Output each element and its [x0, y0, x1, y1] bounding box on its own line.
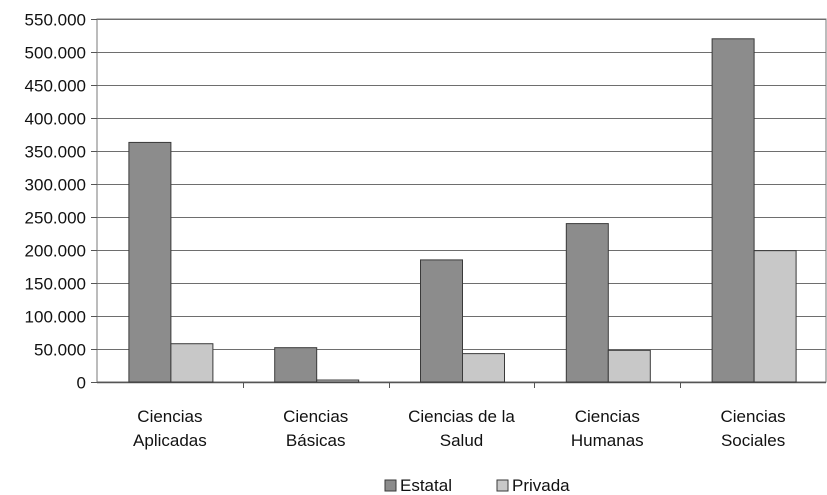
bar-privada [753, 250, 797, 383]
x-tick-label-line: Salud [440, 431, 483, 450]
y-tick-label: 400.000 [25, 110, 86, 129]
y-tick-label: 550.000 [25, 11, 86, 30]
x-tick-label-line: Humanas [571, 431, 644, 450]
x-tick-label: Ciencias Básicas [283, 407, 348, 450]
x-tick-label-line: Básicas [286, 431, 346, 450]
bar-estatal [565, 223, 609, 383]
legend-label-privada: Privada [512, 476, 570, 495]
y-tick-label: 250.000 [25, 209, 86, 228]
x-tick-label-line: Ciencias [720, 407, 785, 426]
y-tick-label: 50.000 [34, 341, 86, 360]
x-tick-label-line: Sociales [721, 431, 785, 450]
legend: Estatal Privada [384, 476, 570, 495]
y-tick-label: 500.000 [25, 44, 86, 63]
y-axis: 0 50.000 100.000 150.000 200.000 250.000 300.0… [25, 11, 97, 393]
y-tick-label: 450.000 [25, 77, 86, 96]
y-tick-label: 350.000 [25, 143, 86, 162]
y-tick-label: 0 [77, 374, 86, 393]
y-tick-label: 150.000 [25, 275, 86, 294]
x-tick-label-line: Ciencias de la [408, 407, 515, 426]
bar-estatal [711, 38, 755, 383]
x-tick-label-line: Ciencias [137, 407, 202, 426]
bar-estatal [274, 347, 318, 383]
legend-label-estatal: Estatal [400, 476, 452, 495]
x-tick-label-line: Ciencias [283, 407, 348, 426]
bar-privada [316, 379, 360, 383]
bar-estatal [420, 259, 463, 383]
legend-swatch-privada [496, 479, 509, 492]
x-tick-label: Ciencias Aplicadas [133, 407, 207, 450]
y-tick-label: 300.000 [25, 176, 86, 195]
bar-estatal [128, 141, 172, 383]
y-tick-label: 200.000 [25, 242, 86, 261]
bar-privada [170, 343, 214, 383]
x-tick-label: Ciencias Humanas [571, 407, 644, 450]
legend-swatch-estatal [384, 479, 397, 492]
bars [128, 38, 797, 383]
bar-privada [462, 353, 505, 383]
x-tick-label: Ciencias de la Salud [408, 407, 515, 450]
bar-privada [607, 349, 651, 383]
x-tick-label: Ciencias Sociales [720, 407, 785, 450]
y-tick-label: 100.000 [25, 308, 86, 327]
x-tick-label-line: Aplicadas [133, 431, 207, 450]
gridlines [96, 18, 827, 384]
x-tick-label-line: Ciencias [575, 407, 640, 426]
